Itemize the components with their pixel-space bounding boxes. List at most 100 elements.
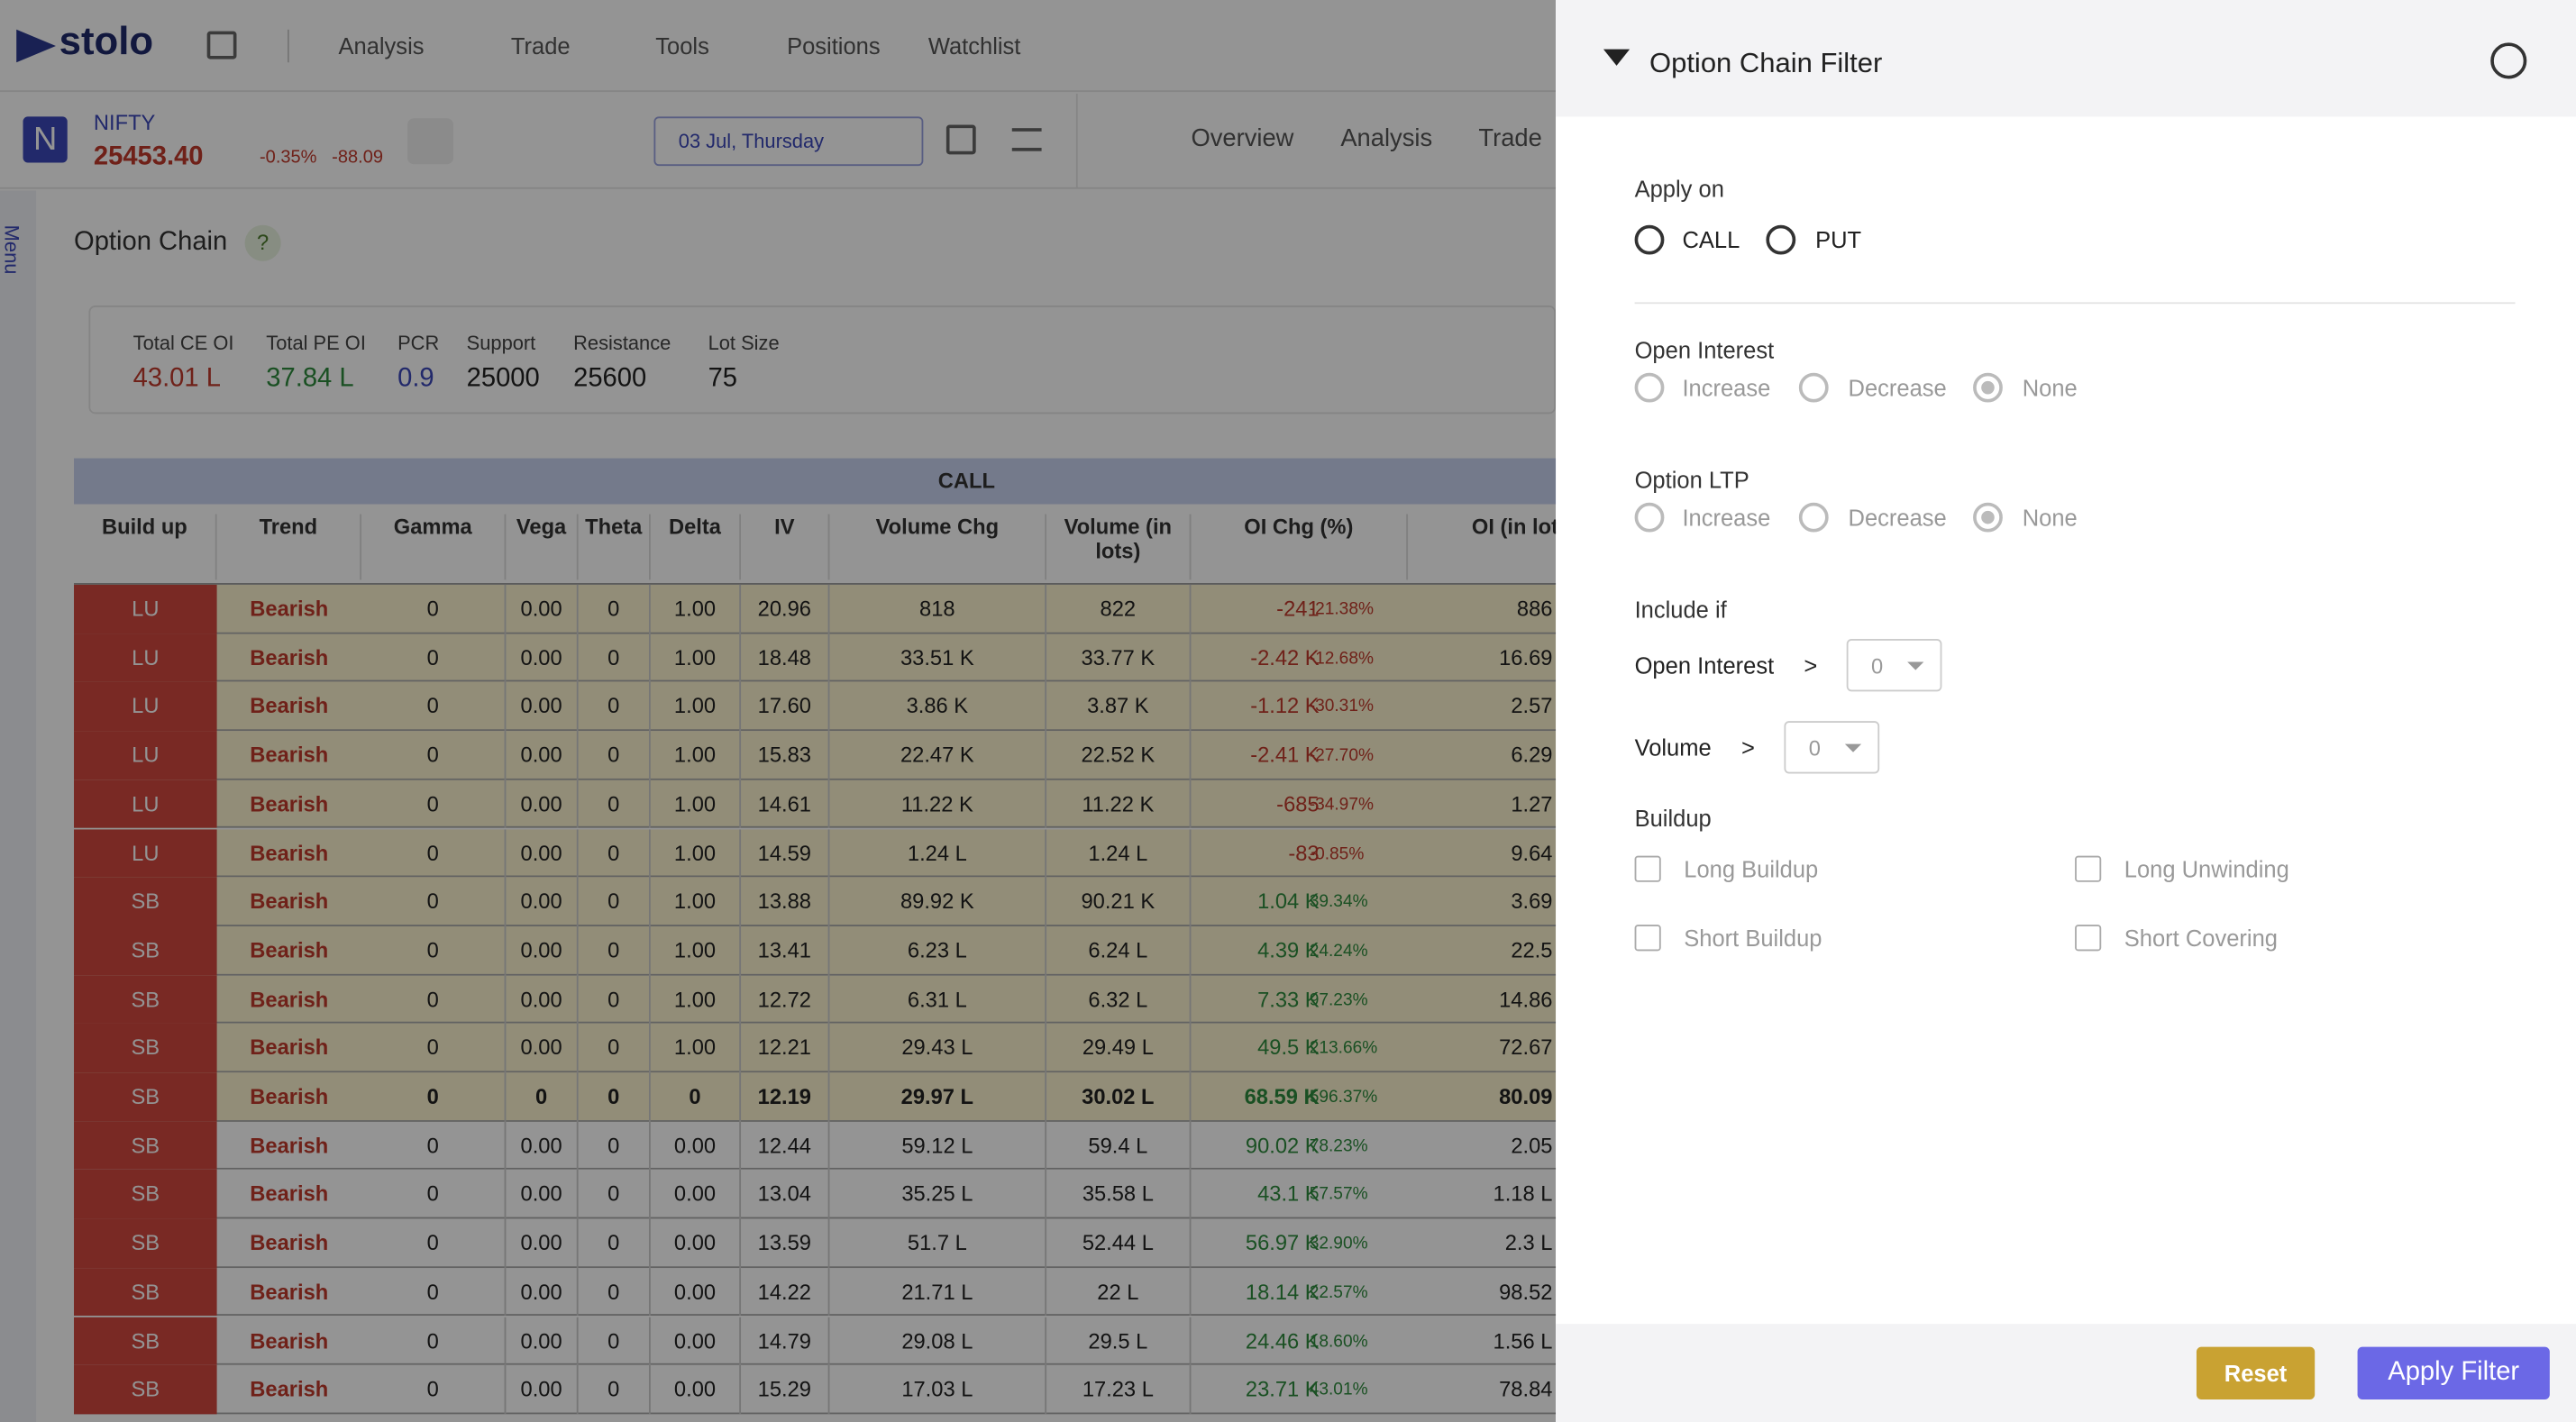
table-row bbox=[74, 1072, 1651, 1122]
value-select[interactable]: 0 bbox=[1846, 639, 1942, 692]
reset-button[interactable]: Reset bbox=[2196, 1346, 2316, 1399]
oi-cell: 14.86 bbox=[1499, 986, 1553, 1012]
backdrop bbox=[0, 0, 1557, 1422]
nav-item[interactable]: Trade bbox=[510, 32, 571, 59]
oi-cell: 22.5 bbox=[1511, 937, 1553, 962]
tab[interactable]: Trade bbox=[1478, 124, 1542, 153]
option-label: Short Buildup bbox=[1684, 925, 1822, 952]
oi-change-pct: -27.70% bbox=[1309, 745, 1374, 766]
select-value: 0 bbox=[1808, 735, 1821, 761]
filter-panel: Option Chain Filter Apply on CALL PUT Open I… bbox=[1556, 0, 2576, 1422]
checkbox[interactable] bbox=[2075, 925, 2102, 952]
table-cell: 35.25 L bbox=[829, 1170, 1047, 1219]
radio[interactable] bbox=[1798, 372, 1829, 403]
oi-cell: 1.56 L bbox=[1493, 1327, 1553, 1353]
stat-label: Total CE OI bbox=[132, 332, 234, 355]
table-cell: 0.00 bbox=[506, 877, 579, 926]
table-cell: 13.04 bbox=[741, 1170, 830, 1219]
table-cell: 22 L bbox=[1046, 1267, 1192, 1317]
table-cell: 14.61 bbox=[741, 779, 830, 829]
home-icon[interactable] bbox=[206, 31, 237, 59]
oi-change-pct: 43.01% bbox=[1309, 1380, 1368, 1400]
radio[interactable] bbox=[1798, 502, 1829, 533]
table-cell: 0.00 bbox=[506, 925, 579, 975]
nav-item[interactable]: Analysis bbox=[338, 32, 425, 59]
close-button[interactable] bbox=[2490, 42, 2527, 79]
oi-cell: 2.05 bbox=[1511, 1133, 1553, 1158]
table-cell: 30.02 L bbox=[1046, 1072, 1192, 1122]
group-header bbox=[74, 458, 1651, 505]
column-header: Gamma bbox=[361, 514, 507, 580]
table-cell: 15.83 bbox=[741, 731, 830, 780]
table-cell: 29.43 L bbox=[829, 1024, 1047, 1073]
checkbox[interactable] bbox=[2075, 855, 2102, 882]
table-cell: 12.44 bbox=[741, 1121, 830, 1171]
nav-item[interactable]: Watchlist bbox=[927, 32, 1021, 59]
nav-item[interactable]: Tools bbox=[655, 32, 709, 59]
group-label: Apply on bbox=[1634, 176, 1724, 203]
calendar-button[interactable] bbox=[945, 124, 976, 155]
select-caret bbox=[1844, 743, 1862, 752]
tab[interactable]: Analysis bbox=[1340, 124, 1433, 153]
oi-change-pct: 22.57% bbox=[1309, 1282, 1368, 1303]
apply-button[interactable]: Apply Filter bbox=[2357, 1346, 2550, 1399]
nav-bar bbox=[0, 0, 1557, 93]
nav-item[interactable]: Positions bbox=[787, 32, 881, 59]
table-cell: 1.00 bbox=[651, 828, 742, 878]
trend-cell: Bearish bbox=[250, 644, 329, 670]
table-cell: 0 bbox=[361, 877, 507, 926]
table-row bbox=[74, 731, 1651, 780]
table-cell: 6.31 L bbox=[829, 974, 1047, 1025]
option-label: None bbox=[2022, 374, 2078, 401]
radio[interactable] bbox=[1973, 502, 2003, 533]
table-cell: 0 bbox=[579, 779, 651, 829]
instrument-badge: N bbox=[23, 116, 68, 163]
oi-change: -1.12 K bbox=[1250, 693, 1320, 719]
table-cell: 0 bbox=[361, 731, 507, 780]
table-row bbox=[74, 974, 1651, 1025]
option-label: Decrease bbox=[1848, 374, 1947, 401]
radio[interactable] bbox=[1973, 372, 2003, 403]
table-cell: 29.08 L bbox=[829, 1316, 1047, 1366]
table-cell: 0.00 bbox=[651, 1170, 742, 1219]
table-cell: 0 bbox=[361, 1121, 507, 1171]
table-row bbox=[74, 828, 1651, 878]
buildup-cell: SB bbox=[74, 1365, 217, 1415]
table-cell: 0 bbox=[579, 1218, 651, 1268]
brand: stolo bbox=[59, 19, 154, 65]
edit-button[interactable] bbox=[407, 118, 454, 165]
radio[interactable] bbox=[1634, 502, 1665, 533]
table-cell: 0.00 bbox=[651, 1316, 742, 1366]
expiry-select[interactable] bbox=[653, 116, 924, 167]
oi-cell: 1.18 L bbox=[1493, 1181, 1553, 1207]
radio[interactable] bbox=[1634, 372, 1665, 403]
column-header: Theta bbox=[579, 514, 651, 580]
tab[interactable]: Overview bbox=[1191, 124, 1294, 153]
table-cell: 0 bbox=[361, 828, 507, 878]
oi-change-pct: -21.38% bbox=[1309, 599, 1374, 620]
table-cell: 17.23 L bbox=[1046, 1365, 1192, 1415]
add-list-button[interactable] bbox=[1011, 128, 1042, 151]
table-cell: 33.51 K bbox=[829, 633, 1047, 683]
buildup-cell: LU bbox=[74, 779, 217, 829]
oi-change: -241 bbox=[1276, 596, 1320, 621]
table-cell: 11.22 K bbox=[1046, 779, 1192, 829]
table-cell: 0.00 bbox=[651, 1365, 742, 1415]
stat-value: 25600 bbox=[573, 364, 647, 393]
table-cell: 0 bbox=[361, 584, 507, 634]
option-label: CALL bbox=[1682, 226, 1740, 253]
table-cell: 33.77 K bbox=[1046, 633, 1192, 683]
checkbox[interactable] bbox=[1634, 925, 1661, 952]
radio[interactable] bbox=[1766, 224, 1796, 255]
value-select[interactable]: 0 bbox=[1784, 721, 1880, 774]
table-cell: 0.00 bbox=[506, 1170, 579, 1219]
oi-cell: 9.64 bbox=[1511, 840, 1553, 865]
radio[interactable] bbox=[1634, 224, 1665, 255]
table-cell: 0 bbox=[506, 1072, 579, 1122]
checkbox[interactable] bbox=[1634, 855, 1661, 882]
oi-change-pct: 57.57% bbox=[1309, 1184, 1368, 1205]
table-cell: 0.00 bbox=[651, 1218, 742, 1268]
help-icon[interactable]: ? bbox=[244, 224, 281, 261]
buildup-cell: LU bbox=[74, 828, 217, 878]
table-cell: 52.44 L bbox=[1046, 1218, 1192, 1268]
